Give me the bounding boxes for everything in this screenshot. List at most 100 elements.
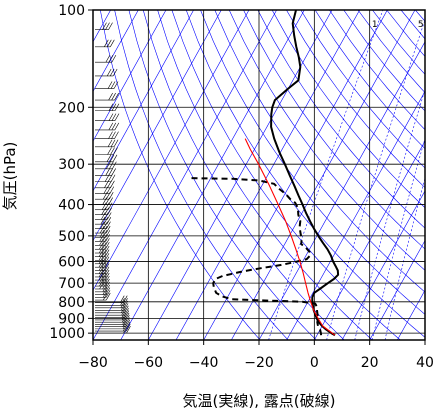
wind-barb-flag: [106, 217, 112, 225]
y-tick-label: 100: [58, 3, 85, 19]
wind-barb-flag: [123, 303, 129, 311]
wind-barb-flag: [99, 230, 105, 238]
dry-adiabat-line: [185, 10, 425, 338]
wind-barb-flag: [112, 154, 118, 162]
wind-barb-flag: [104, 266, 110, 274]
wind-barb-flag: [106, 161, 111, 169]
wind-barb-flag: [102, 275, 107, 284]
wind-barb-flag: [104, 272, 110, 281]
x-axis-title: 気温(実線), 露点(破線): [183, 392, 336, 410]
isotherm-line: [341, 190, 425, 340]
isotherm-line: [93, 10, 250, 291]
x-tick-label: −20: [244, 355, 274, 371]
wind-barb-flag: [114, 131, 119, 139]
dry-adiabat-line: [114, 10, 289, 340]
wind-barb-flag: [114, 103, 120, 111]
isotherm-line: [175, 10, 360, 340]
wind-barb-flag: [113, 147, 118, 155]
wind-barb-flag: [102, 281, 107, 290]
x-tick-label: −60: [134, 355, 164, 371]
dry-adiabat-line: [128, 10, 317, 340]
wind-barb-flag: [112, 68, 118, 77]
wind-barb-flag: [109, 186, 115, 194]
dry-adiabat-line: [214, 10, 425, 293]
mixing-ratio-line: [326, 18, 425, 340]
x-tick-label: 20: [361, 355, 379, 371]
y-tick-label: 1000: [49, 326, 85, 342]
wind-barb-flag: [104, 207, 109, 215]
isotherm-line: [148, 10, 333, 340]
wind-barb-flag: [101, 202, 107, 210]
wind-barb-flag: [109, 154, 115, 162]
wind-barb-flag: [102, 238, 107, 246]
wind-barb-flag: [103, 10, 105, 11]
wind-barb-flag: [114, 122, 120, 131]
mixing-ratio-line: [268, 10, 384, 340]
wind-barb-flag: [107, 39, 112, 47]
wind-barb-flag: [110, 180, 115, 188]
wind-barb-flag: [102, 287, 108, 295]
wind-barb-flag: [106, 68, 112, 77]
isotherm-line: [424, 339, 425, 340]
y-tick-label: 200: [58, 100, 85, 116]
wind-barb-flag: [107, 81, 113, 89]
wind-barb-flag: [100, 221, 105, 229]
mixing-ratio-labels: 15101520g: [372, 20, 424, 30]
wind-barb-flag: [120, 298, 125, 306]
wind-barb-flag: [103, 212, 109, 220]
isotherm-line: [93, 10, 139, 93]
wind-barb-flag: [101, 207, 106, 215]
wind-barb-flag: [105, 54, 111, 63]
wind-barb-flag: [108, 113, 114, 121]
isotherm-line: [93, 10, 222, 242]
wind-barb-flag: [105, 292, 111, 301]
y-tick-label: 900: [58, 311, 85, 327]
wind-barb-flag: [104, 39, 109, 47]
wind-barb-flag: [103, 217, 109, 225]
wind-barb-flag: [124, 308, 129, 316]
wind-barb-flag: [105, 287, 111, 295]
wind-barb-flag: [125, 317, 130, 325]
wind-barb-flag: [120, 303, 126, 311]
wind-barb-flag: [111, 54, 117, 63]
wind-barb-flag: [99, 234, 104, 242]
isotherm-line: [286, 90, 425, 340]
wind-barb-flag: [108, 131, 113, 139]
wind-barb-flag: [110, 39, 115, 47]
dry-adiabat-line: [100, 10, 261, 340]
wind-barb-flag: [110, 81, 116, 89]
isotherm-line: [369, 239, 425, 340]
wind-barb-flag: [104, 263, 110, 271]
wind-barb-flag: [123, 300, 129, 308]
wind-barb-flag: [111, 168, 116, 176]
wind-barb-flag: [114, 92, 119, 101]
wind-barb-flag: [125, 315, 130, 323]
dry-adiabat-line: [286, 10, 425, 189]
wind-barb-flag: [111, 113, 117, 121]
wind-barb-flag: [104, 256, 110, 264]
wind-barb-flag: [104, 245, 110, 254]
dry-adiabat-line: [142, 10, 345, 340]
isotherm-dry-adiabat-lines: [93, 10, 435, 340]
dry-adiabat-line: [228, 10, 425, 271]
wind-barb-flag: [113, 81, 119, 89]
wind-barb-flag: [125, 319, 131, 327]
wind-barb-flag: [102, 22, 107, 30]
wind-barb-flag: [101, 269, 107, 278]
wind-barb-flag: [108, 54, 114, 63]
mixing-ratio-line: [371, 137, 425, 340]
wind-barb-flag: [108, 103, 114, 111]
wind-barb-flag: [125, 323, 131, 332]
wind-barb-flag: [107, 202, 113, 210]
wind-barb-flag: [105, 225, 111, 234]
wind-barb-flag: [102, 230, 108, 238]
dry-adiabat-line: [300, 10, 425, 169]
wind-barb-flag: [105, 238, 110, 246]
isotherm-line: [93, 10, 167, 142]
dry-adiabat-line: [430, 10, 435, 340]
wind-barb-flag: [110, 139, 116, 147]
wind-barb-flag: [100, 212, 106, 220]
wind-barb-flag: [106, 10, 108, 11]
x-tick-label: 0: [310, 355, 319, 371]
wind-barb-flag: [98, 269, 104, 278]
